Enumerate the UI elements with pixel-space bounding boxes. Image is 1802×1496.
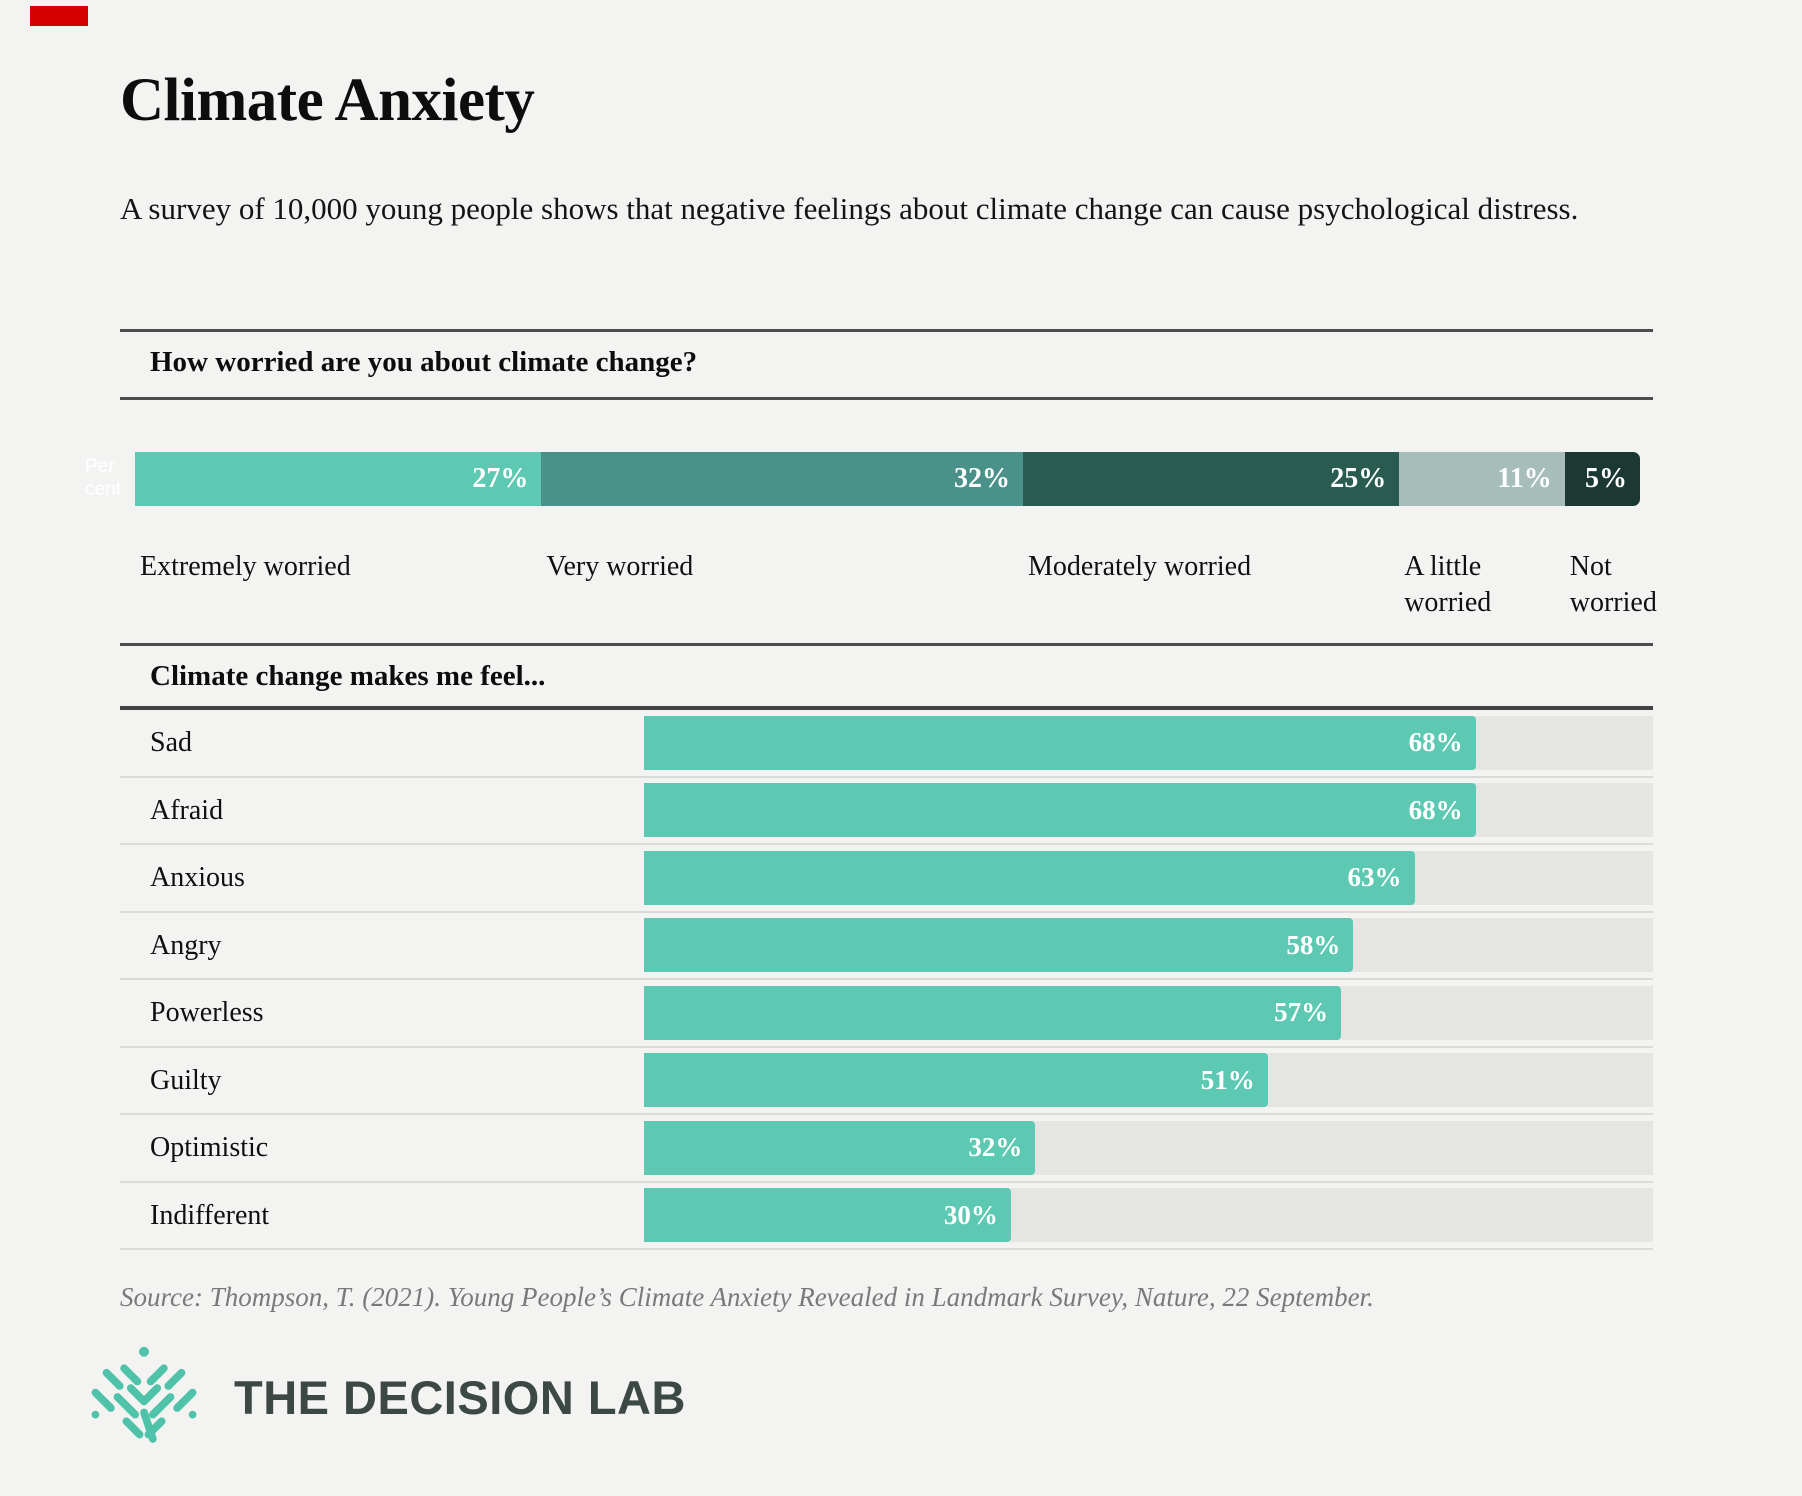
feeling-bar-fill: 58% bbox=[644, 918, 1354, 972]
feeling-row-anxious: Anxious 63% bbox=[120, 845, 1653, 913]
worry-category-label: A little worried bbox=[1404, 551, 1492, 618]
worry-category-label: Moderately worried bbox=[1027, 551, 1252, 582]
feeling-bar-track: 32% bbox=[644, 1120, 1653, 1175]
feeling-bar-value: 30% bbox=[943, 1199, 998, 1230]
worry-segment-extremely-worried: 27% bbox=[135, 452, 542, 506]
worry-segment-a-little-worried: 11% bbox=[1399, 452, 1565, 506]
feeling-bar-value: 63% bbox=[1347, 862, 1402, 892]
feeling-bar-track: 68% bbox=[644, 783, 1653, 837]
feeling-label: Optimistic bbox=[150, 1132, 269, 1163]
worry-category-label: Not worried bbox=[1569, 551, 1657, 618]
feeling-bar-track: 68% bbox=[644, 715, 1653, 770]
worry-segment-not-worried: 5% bbox=[1564, 452, 1640, 506]
feeling-row-guilty: Guilty 51% bbox=[120, 1048, 1653, 1115]
worry-segment-very-worried: 32% bbox=[541, 452, 1023, 506]
worry-segment-value: 25% bbox=[1330, 463, 1387, 494]
feeling-bar-value: 68% bbox=[1408, 794, 1463, 825]
feeling-label: Guilty bbox=[150, 1064, 222, 1096]
feelings-section-heading: Climate change makes me feel... bbox=[150, 660, 546, 692]
feeling-bar-fill: 68% bbox=[644, 715, 1476, 770]
worry-stacked-bar: 27% 32% 25% 11% 5% bbox=[135, 452, 1640, 506]
feeling-bar-fill: 63% bbox=[644, 850, 1415, 905]
feeling-label: Afraid bbox=[150, 794, 224, 826]
corner-red-marker bbox=[30, 6, 88, 26]
divider-line-thick bbox=[120, 706, 1653, 710]
feeling-bar-track: 30% bbox=[644, 1188, 1653, 1242]
source-citation: Source: Thompson, T. (2021). Young Peopl… bbox=[120, 1282, 1374, 1312]
feeling-row-powerless: Powerless 57% bbox=[120, 980, 1653, 1048]
divider-line bbox=[120, 329, 1653, 332]
feeling-bar-value: 57% bbox=[1274, 997, 1329, 1027]
worry-category-label: Very worried bbox=[546, 551, 694, 582]
divider-line bbox=[120, 397, 1653, 400]
feeling-bar-track: 58% bbox=[644, 918, 1653, 972]
feeling-row-optimistic: Optimistic 32% bbox=[120, 1115, 1653, 1183]
feeling-bar-track: 57% bbox=[644, 985, 1653, 1040]
decision-lab-logo: THE DECISION LAB bbox=[86, 1342, 686, 1452]
decision-lab-wordmark: THE DECISION LAB bbox=[234, 1370, 686, 1424]
divider-line bbox=[120, 643, 1653, 646]
feeling-label: Indifferent bbox=[150, 1199, 270, 1231]
feeling-bar-fill: 32% bbox=[644, 1120, 1036, 1175]
feeling-bar-fill: 57% bbox=[644, 985, 1342, 1040]
page-subtitle: A survey of 10,000 young people shows th… bbox=[120, 191, 1579, 226]
feeling-row-afraid: Afraid 68% bbox=[120, 778, 1653, 845]
feeling-row-sad: Sad 68% bbox=[120, 710, 1653, 778]
feeling-bar-value: 51% bbox=[1200, 1064, 1255, 1095]
worry-segment-value: 32% bbox=[953, 463, 1010, 494]
feeling-bar-track: 51% bbox=[644, 1053, 1653, 1107]
worry-section-heading: How worried are you about climate change… bbox=[150, 346, 698, 378]
worry-segment-value: 11% bbox=[1497, 463, 1552, 494]
feelings-bar-chart: Sad 68% Afraid 68% Anxious 63% Angry 58% Powerle… bbox=[120, 710, 1653, 1250]
feeling-bar-value: 32% bbox=[968, 1132, 1023, 1162]
worry-segment-value: 27% bbox=[472, 463, 529, 494]
feeling-label: Anxious bbox=[150, 862, 245, 893]
feeling-row-angry: Angry 58% bbox=[120, 913, 1653, 980]
percent-axis-label: Per cent bbox=[85, 456, 121, 500]
feeling-bar-value: 68% bbox=[1408, 727, 1463, 757]
feeling-bar-fill: 30% bbox=[644, 1188, 1011, 1242]
worry-segment-moderately-worried: 25% bbox=[1022, 452, 1400, 506]
feeling-row-indifferent: Indifferent 30% bbox=[120, 1183, 1653, 1250]
feeling-bar-fill: 51% bbox=[644, 1053, 1268, 1107]
decision-lab-logo-icon bbox=[91, 1346, 197, 1443]
feeling-label: Powerless bbox=[150, 997, 264, 1028]
feeling-bar-value: 58% bbox=[1286, 929, 1341, 960]
feeling-label: Angry bbox=[150, 929, 222, 961]
worry-segment-value: 5% bbox=[1584, 463, 1627, 494]
feeling-label: Sad bbox=[150, 727, 192, 758]
page-title: Climate Anxiety bbox=[120, 67, 535, 134]
feeling-bar-fill: 68% bbox=[644, 783, 1476, 837]
feeling-bar-track: 63% bbox=[644, 850, 1653, 905]
worry-category-label: Extremely worried bbox=[140, 551, 351, 582]
